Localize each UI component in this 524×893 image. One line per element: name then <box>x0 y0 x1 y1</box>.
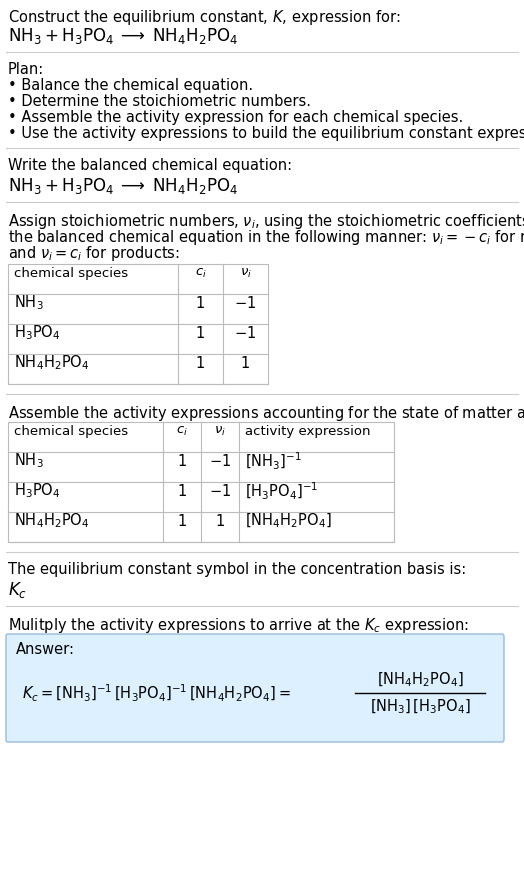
Bar <box>8 264 268 384</box>
Text: $\mathrm{NH_3 + H_3PO_4 \;\longrightarrow\; NH_4H_2PO_4}$: $\mathrm{NH_3 + H_3PO_4 \;\longrightarro… <box>8 26 238 46</box>
Text: $-1$: $-1$ <box>234 295 257 311</box>
Text: Mulitply the activity expressions to arrive at the $K_c$ expression:: Mulitply the activity expressions to arr… <box>8 616 469 635</box>
Text: 1: 1 <box>178 513 187 529</box>
Text: $\mathrm{NH_4H_2PO_4}$: $\mathrm{NH_4H_2PO_4}$ <box>14 354 90 372</box>
Text: 1: 1 <box>196 355 205 371</box>
Text: 1: 1 <box>178 483 187 498</box>
Text: • Balance the chemical equation.: • Balance the chemical equation. <box>8 78 253 93</box>
Text: $c_i$: $c_i$ <box>194 266 206 280</box>
Text: 1: 1 <box>196 296 205 311</box>
Text: $\mathrm{H_3PO_4}$: $\mathrm{H_3PO_4}$ <box>14 481 60 500</box>
Text: Assemble the activity expressions accounting for the state of matter and $\nu_i$: Assemble the activity expressions accoun… <box>8 404 524 423</box>
Text: $\nu_i$: $\nu_i$ <box>214 424 226 438</box>
Text: and $\nu_i = c_i$ for products:: and $\nu_i = c_i$ for products: <box>8 244 180 263</box>
Text: chemical species: chemical species <box>14 266 128 280</box>
Text: $\mathrm{NH_3}$: $\mathrm{NH_3}$ <box>14 294 43 313</box>
Text: $\mathrm{NH_4H_2PO_4}$: $\mathrm{NH_4H_2PO_4}$ <box>14 512 90 530</box>
Text: • Use the activity expressions to build the equilibrium constant expression.: • Use the activity expressions to build … <box>8 126 524 141</box>
Text: $c_i$: $c_i$ <box>176 424 188 438</box>
Text: Assign stoichiometric numbers, $\nu_i$, using the stoichiometric coefficients, $: Assign stoichiometric numbers, $\nu_i$, … <box>8 212 524 231</box>
Text: $-1$: $-1$ <box>209 483 231 499</box>
Text: chemical species: chemical species <box>14 424 128 438</box>
Text: the balanced chemical equation in the following manner: $\nu_i = -c_i$ for react: the balanced chemical equation in the fo… <box>8 228 524 247</box>
Text: $K_c$: $K_c$ <box>8 580 27 600</box>
Text: • Determine the stoichiometric numbers.: • Determine the stoichiometric numbers. <box>8 94 311 109</box>
Text: 1: 1 <box>196 326 205 340</box>
Bar <box>8 422 394 542</box>
Text: 1: 1 <box>241 355 250 371</box>
Text: Construct the equilibrium constant, $K$, expression for:: Construct the equilibrium constant, $K$,… <box>8 8 401 27</box>
Text: $\mathrm{H_3PO_4}$: $\mathrm{H_3PO_4}$ <box>14 323 60 342</box>
Text: $[\mathrm{NH_3}]^{-1}$: $[\mathrm{NH_3}]^{-1}$ <box>245 450 302 472</box>
Text: $[\mathrm{NH_4H_2PO_4}]$: $[\mathrm{NH_4H_2PO_4}]$ <box>245 512 332 530</box>
Text: $-1$: $-1$ <box>234 325 257 341</box>
Text: The equilibrium constant symbol in the concentration basis is:: The equilibrium constant symbol in the c… <box>8 562 466 577</box>
Text: Plan:: Plan: <box>8 62 44 77</box>
Text: • Assemble the activity expression for each chemical species.: • Assemble the activity expression for e… <box>8 110 463 125</box>
Text: $K_c = [\mathrm{NH_3}]^{-1}\,[\mathrm{H_3PO_4}]^{-1}\,[\mathrm{NH_4H_2PO_4}] = $: $K_c = [\mathrm{NH_3}]^{-1}\,[\mathrm{H_… <box>22 682 291 704</box>
Text: $[\mathrm{NH_4H_2PO_4}]$: $[\mathrm{NH_4H_2PO_4}]$ <box>377 671 463 689</box>
Text: 1: 1 <box>178 454 187 469</box>
Text: $\nu_i$: $\nu_i$ <box>239 266 252 280</box>
FancyBboxPatch shape <box>6 634 504 742</box>
Text: $\mathrm{NH_3 + H_3PO_4 \;\longrightarrow\; NH_4H_2PO_4}$: $\mathrm{NH_3 + H_3PO_4 \;\longrightarro… <box>8 176 238 196</box>
Text: activity expression: activity expression <box>245 424 370 438</box>
Text: $[\mathrm{NH_3}]\,[\mathrm{H_3PO_4}]$: $[\mathrm{NH_3}]\,[\mathrm{H_3PO_4}]$ <box>370 697 471 716</box>
Text: Answer:: Answer: <box>16 642 75 657</box>
Text: $[\mathrm{H_3PO_4}]^{-1}$: $[\mathrm{H_3PO_4}]^{-1}$ <box>245 480 318 502</box>
Text: $-1$: $-1$ <box>209 453 231 469</box>
Text: 1: 1 <box>215 513 225 529</box>
Text: $\mathrm{NH_3}$: $\mathrm{NH_3}$ <box>14 452 43 471</box>
Text: Write the balanced chemical equation:: Write the balanced chemical equation: <box>8 158 292 173</box>
